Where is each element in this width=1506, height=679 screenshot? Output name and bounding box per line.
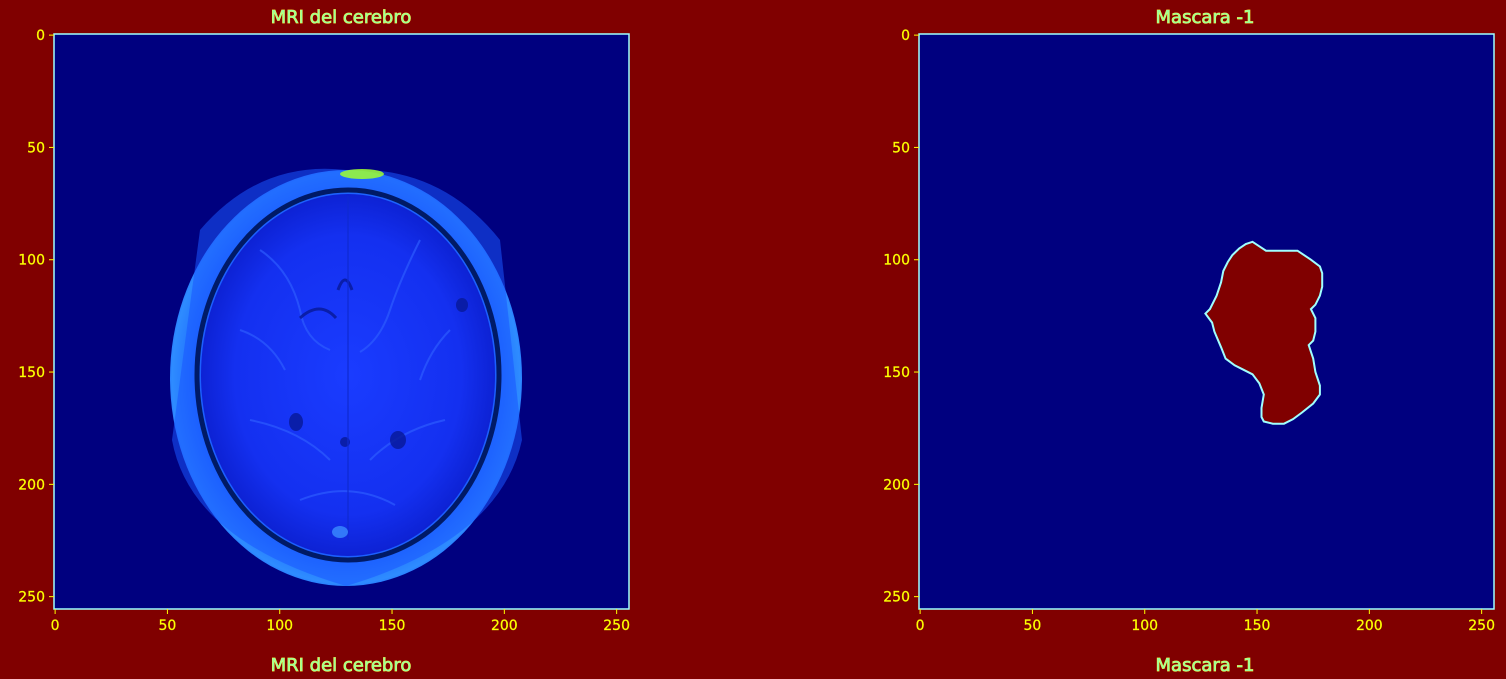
mask-x-tick-label: 200 bbox=[1356, 618, 1383, 634]
mri-frame bbox=[53, 33, 630, 610]
mri-y-tick-label: 0 bbox=[36, 28, 45, 44]
mri-x-tick-label: 0 bbox=[51, 618, 60, 634]
mri-y-tick-label: 150 bbox=[18, 365, 45, 381]
mri-y-tick-label: 200 bbox=[18, 477, 45, 493]
mri-x-tick-label: 100 bbox=[266, 618, 293, 634]
mri-y-axis: 0 50 100 150 200 250 bbox=[18, 28, 54, 606]
mri-x-axis-label: MRI del cerebro bbox=[271, 655, 412, 676]
mask-y-tick-label: 100 bbox=[883, 253, 910, 269]
mask-x-tick-label: 100 bbox=[1131, 618, 1158, 634]
mask-y-tick-label: 0 bbox=[901, 28, 910, 44]
mask-x-tick-label: 250 bbox=[1468, 618, 1495, 634]
mask-image-background bbox=[919, 34, 1494, 609]
mri-x-tick-label: 250 bbox=[603, 618, 630, 634]
brain-mri-image bbox=[170, 168, 522, 586]
mri-x-tick-label: 150 bbox=[379, 618, 406, 634]
mask-title: Mascara -1 bbox=[1156, 7, 1255, 28]
mri-x-axis: 0 50 100 150 200 250 bbox=[50, 609, 630, 634]
mri-x-tick-label: 50 bbox=[159, 618, 177, 634]
mask-y-axis: 0 50 100 150 200 250 bbox=[883, 28, 919, 606]
mask-y-tick-label: 150 bbox=[883, 365, 910, 381]
mask-panel: Mascara -1 0 50 100 150 200 250 0 50 100 150 200 2… bbox=[883, 7, 1495, 677]
mask-frame bbox=[918, 33, 1495, 610]
mask-y-tick-label: 200 bbox=[883, 477, 910, 493]
mask-x-tick-label: 0 bbox=[916, 618, 925, 634]
mri-x-tick-label: 200 bbox=[491, 618, 518, 634]
mask-y-tick-label: 50 bbox=[892, 140, 910, 156]
mri-y-tick-label: 250 bbox=[18, 590, 45, 606]
mask-x-axis: 0 50 100 150 200 250 bbox=[915, 609, 1495, 634]
mask-x-tick-label: 150 bbox=[1244, 618, 1271, 634]
mask-x-axis-label: Mascara -1 bbox=[1156, 655, 1255, 676]
mask-y-tick-label: 250 bbox=[883, 590, 910, 606]
mri-panel: MRI del cerebro bbox=[18, 7, 630, 677]
tumor-mask-region bbox=[1204, 240, 1324, 425]
mask-x-tick-label: 50 bbox=[1024, 618, 1042, 634]
mri-y-tick-label: 50 bbox=[27, 140, 45, 156]
mri-title: MRI del cerebro bbox=[271, 7, 412, 28]
mri-y-tick-label: 100 bbox=[18, 253, 45, 269]
